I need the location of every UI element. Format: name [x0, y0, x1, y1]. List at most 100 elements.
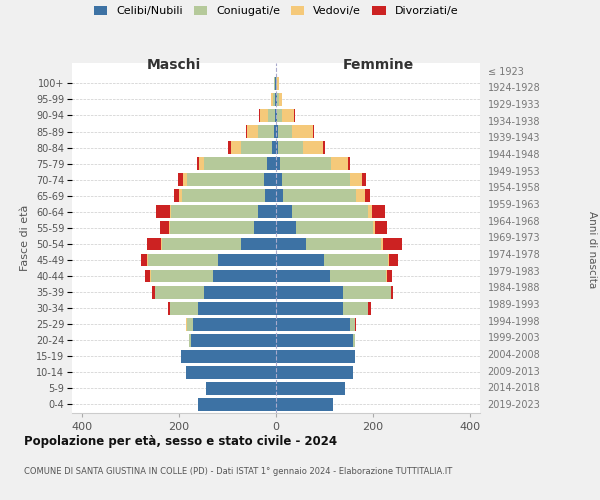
Bar — [160, 222, 169, 234]
Bar — [229, 141, 231, 154]
Bar — [199, 157, 204, 170]
Bar — [254, 222, 276, 234]
Bar — [303, 141, 323, 154]
Bar — [148, 254, 218, 266]
Bar — [151, 270, 213, 282]
Bar — [280, 157, 331, 170]
Bar — [167, 302, 170, 314]
Bar — [274, 125, 276, 138]
Bar — [277, 93, 279, 106]
Bar — [179, 190, 182, 202]
Bar — [276, 398, 334, 411]
Bar — [276, 206, 292, 218]
Bar — [276, 190, 283, 202]
Bar — [265, 190, 276, 202]
Bar — [142, 254, 147, 266]
Bar — [147, 254, 148, 266]
Bar — [241, 238, 276, 250]
Bar — [178, 174, 183, 186]
Bar — [259, 109, 260, 122]
Bar — [198, 398, 276, 411]
Bar — [276, 174, 282, 186]
Bar — [169, 222, 170, 234]
Bar — [181, 350, 276, 362]
Bar — [387, 270, 392, 282]
Bar — [276, 93, 277, 106]
Bar — [276, 302, 343, 314]
Bar — [350, 318, 355, 330]
Bar — [257, 206, 276, 218]
Bar — [282, 174, 350, 186]
Bar — [147, 238, 161, 250]
Bar — [368, 302, 371, 314]
Bar — [268, 109, 275, 122]
Bar — [204, 286, 276, 298]
Bar — [206, 382, 276, 395]
Bar — [204, 157, 267, 170]
Bar — [343, 286, 391, 298]
Bar — [275, 77, 276, 90]
Bar — [331, 270, 386, 282]
Bar — [162, 238, 241, 250]
Bar — [276, 286, 343, 298]
Bar — [356, 190, 365, 202]
Bar — [170, 222, 254, 234]
Bar — [375, 222, 387, 234]
Bar — [275, 93, 276, 106]
Bar — [368, 206, 372, 218]
Bar — [353, 334, 355, 346]
Bar — [276, 318, 350, 330]
Bar — [323, 141, 325, 154]
Bar — [241, 141, 272, 154]
Bar — [258, 125, 274, 138]
Bar — [145, 270, 150, 282]
Bar — [170, 206, 171, 218]
Bar — [276, 366, 353, 379]
Bar — [279, 93, 283, 106]
Bar — [383, 238, 402, 250]
Bar — [218, 254, 276, 266]
Bar — [182, 190, 265, 202]
Bar — [382, 238, 383, 250]
Bar — [391, 286, 393, 298]
Bar — [372, 206, 385, 218]
Bar — [171, 206, 257, 218]
Bar — [276, 350, 355, 362]
Bar — [264, 174, 276, 186]
Bar — [276, 222, 296, 234]
Bar — [161, 238, 162, 250]
Bar — [187, 318, 193, 330]
Bar — [277, 77, 280, 90]
Bar — [183, 174, 187, 186]
Bar — [373, 222, 375, 234]
Bar — [349, 157, 350, 170]
Bar — [276, 141, 278, 154]
Y-axis label: Fasce di età: Fasce di età — [20, 204, 31, 270]
Bar — [274, 77, 275, 90]
Bar — [386, 270, 387, 282]
Bar — [231, 141, 241, 154]
Bar — [278, 141, 303, 154]
Bar — [185, 318, 187, 330]
Bar — [276, 254, 323, 266]
Bar — [260, 109, 268, 122]
Bar — [272, 93, 275, 106]
Bar — [343, 302, 368, 314]
Bar — [191, 334, 276, 346]
Text: Femmine: Femmine — [343, 58, 413, 72]
Bar — [152, 286, 155, 298]
Bar — [188, 334, 191, 346]
Bar — [283, 190, 356, 202]
Bar — [276, 238, 306, 250]
Bar — [173, 190, 179, 202]
Bar — [267, 157, 276, 170]
Legend: Celibi/Nubili, Coniugati/e, Vedovi/e, Divorziati/e: Celibi/Nubili, Coniugati/e, Vedovi/e, Di… — [94, 6, 458, 16]
Bar — [247, 125, 258, 138]
Text: Popolazione per età, sesso e stato civile - 2024: Popolazione per età, sesso e stato civil… — [24, 435, 337, 448]
Bar — [170, 302, 198, 314]
Bar — [350, 174, 362, 186]
Bar — [294, 109, 295, 122]
Bar — [323, 254, 388, 266]
Bar — [388, 254, 389, 266]
Bar — [276, 157, 280, 170]
